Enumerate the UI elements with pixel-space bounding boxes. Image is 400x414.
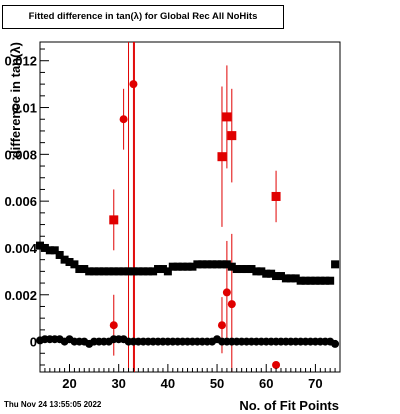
data-point-square [227,262,236,271]
data-point-square [276,272,285,281]
data-point-square [213,260,222,269]
x-tick-label: 20 [62,376,76,391]
data-point-square [242,265,251,274]
data-point-square [90,267,99,276]
data-point-square [119,267,128,276]
data-point-square [232,265,241,274]
timestamp: Thu Nov 24 13:55:05 2022 [4,400,102,409]
data-point-circle [227,300,236,309]
data-point-square [193,260,202,269]
data-point-circle [119,115,128,124]
data-point-square [60,255,69,264]
data-point-square [104,267,113,276]
x-tick-label: 30 [111,376,125,391]
plot-frame [39,41,341,373]
data-point-square [252,267,261,276]
data-point-square [55,250,64,259]
data-point-square [291,274,300,283]
data-point-square [163,267,172,276]
data-point-square [257,267,266,276]
data-point-square [326,276,335,285]
data-point-square [70,260,79,269]
data-point-square [296,276,305,285]
data-point-circle [272,360,281,369]
data-point-square [227,131,237,141]
data-point-square [311,276,320,285]
data-point-square [154,265,163,274]
data-point-square [237,265,246,274]
data-point-square [222,112,232,122]
data-point-square [139,267,148,276]
data-point-square [321,276,330,285]
data-point-circle [331,339,340,348]
data-point-square [301,276,310,285]
data-point-square [247,265,256,274]
y-tick-label: 0.012 [4,54,37,69]
x-tick-label: 50 [210,376,224,391]
y-tick-label: 0.004 [4,241,37,256]
data-point-square [45,246,54,255]
data-point-square [158,265,167,274]
data-point-square [149,267,158,276]
data-point-square [188,262,197,271]
y-tick-label: 0.008 [4,147,37,162]
data-point-square [331,260,340,269]
data-point-square [271,191,281,201]
data-point-square [144,267,153,276]
data-point-square [50,246,59,255]
data-point-square [316,276,325,285]
data-point-square [286,274,295,283]
y-axis-label: difference in tan(λ) [8,42,23,158]
data-point-circle [222,288,231,297]
data-point-square [65,258,74,266]
y-tick-label: 0 [30,335,37,350]
data-point-square [208,260,217,269]
data-point-square [222,260,231,269]
data-point-square [262,269,271,278]
data-point-square [198,260,207,269]
data-point-circle [217,321,226,330]
x-tick-label: 70 [308,376,322,391]
data-point-square [109,215,119,225]
data-point-square [272,272,281,281]
data-point-square [173,262,182,271]
x-tick-label: 60 [259,376,273,391]
x-tick-label: 40 [161,376,175,391]
data-point-square [217,152,227,162]
data-point-square [36,241,44,250]
data-point-square [109,267,118,276]
data-point-square [183,262,192,271]
data-point-square [168,262,177,271]
y-tick-label: 0.002 [4,288,37,303]
data-point-square [129,267,138,276]
data-point-square [203,260,212,269]
data-point-square [85,267,94,276]
chart-title: Fitted difference in tan(λ) for Global R… [2,5,284,29]
x-axis-label: No. of Fit Points [239,398,339,413]
data-point-square [95,267,104,276]
y-tick-label: 0.01 [12,101,37,116]
data-point-square [217,260,226,269]
data-point-square [267,269,276,278]
data-point-square [114,267,123,276]
data-point-square [124,267,133,276]
data-point-square [75,265,84,274]
data-point-circle [109,321,118,330]
data-point-square [178,262,187,271]
data-point-square [80,265,89,274]
data-point-square [99,267,108,276]
data-point-square [281,274,290,283]
data-point-square [134,267,143,276]
data-point-circle [129,80,138,89]
y-tick-label: 0.006 [4,194,37,209]
data-point-square [306,276,315,285]
